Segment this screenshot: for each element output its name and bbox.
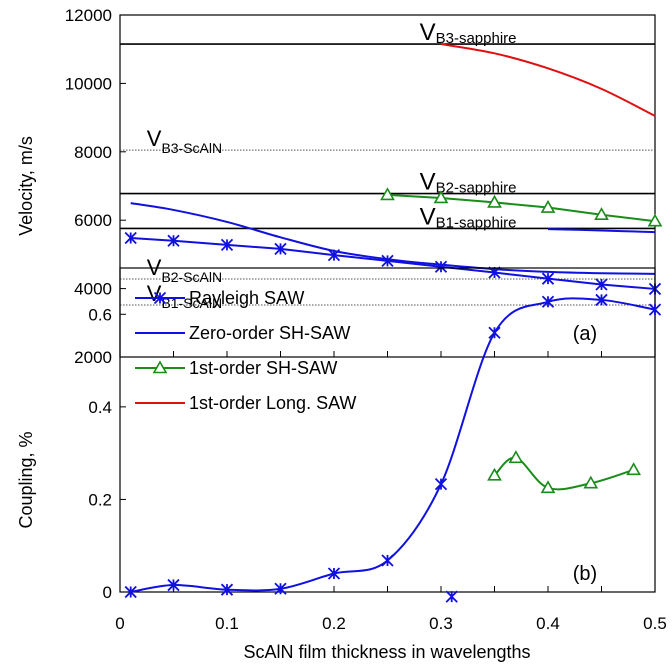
x-tick-label: 0.4 — [536, 614, 560, 633]
legend-marker — [153, 291, 167, 305]
velocity-series-line — [547, 228, 656, 234]
velocity-y-axis-label: Velocity, m/s — [16, 136, 36, 236]
coupling-y-tick-label: 0 — [103, 583, 112, 602]
coupling-data-point — [488, 326, 501, 339]
coupling-data-point — [583, 475, 599, 489]
coupling-data-point — [167, 578, 180, 592]
velocity-data-point — [647, 213, 663, 227]
velocity-y-tick-label: 4000 — [74, 280, 112, 299]
velocity-data-point — [380, 187, 395, 201]
coupling-y-tick-label: 0.2 — [88, 490, 112, 509]
x-tick-label: 0.1 — [215, 614, 239, 633]
coupling-data-point — [541, 295, 555, 308]
coupling-data-point — [540, 480, 556, 494]
velocity-y-tick-label: 6000 — [74, 211, 112, 230]
legend-label: 1st-order Long. SAW — [189, 393, 356, 413]
reference-line-label: VB2-sapphire — [420, 169, 517, 197]
coupling-data-point — [434, 478, 448, 491]
coupling-data-point — [487, 467, 502, 481]
velocity-series-line — [440, 43, 656, 117]
velocity-series-line — [130, 202, 656, 275]
coupling-data-point — [626, 462, 641, 476]
velocity-data-point — [124, 231, 137, 245]
legend-label: Rayleigh SAW — [189, 288, 304, 308]
velocity-series-line — [387, 193, 656, 223]
velocity-y-tick-label: 10000 — [65, 74, 112, 93]
x-axis-label: ScAlN film thickness in wavelengths — [243, 642, 530, 662]
reference-line-label: VB2-ScAlN — [147, 255, 222, 285]
velocity-data-point — [594, 207, 609, 221]
velocity-data-point — [167, 234, 180, 247]
velocity-data-point — [540, 199, 556, 213]
coupling-data-point — [381, 554, 394, 567]
x-tick-label: 0.2 — [322, 614, 346, 633]
coupling-y-axis-label: Coupling, % — [16, 431, 36, 528]
velocity-data-point — [274, 242, 287, 256]
coupling-y-tick-label: 0.6 — [88, 305, 112, 324]
velocity-data-point — [487, 194, 502, 208]
legend-label: Zero-order SH-SAW — [189, 323, 350, 343]
coupling-y-tick-label: 0.4 — [88, 398, 112, 417]
coupling-data-point — [595, 293, 608, 307]
x-tick-label: 0.5 — [643, 614, 667, 633]
velocity-y-tick-label: 8000 — [74, 143, 112, 162]
reference-line-label: VB3-ScAlN — [147, 126, 222, 156]
velocity-data-point — [220, 238, 234, 251]
legend-label: 1st-order SH-SAW — [189, 358, 337, 378]
coupling-data-point — [508, 450, 524, 464]
coupling-data-point — [220, 583, 234, 596]
velocity-data-point — [541, 272, 555, 285]
coupling-data-point — [648, 303, 662, 316]
velocity-data-point — [595, 278, 608, 291]
legend-marker — [152, 360, 168, 374]
coupling-series-line — [130, 297, 656, 593]
coupling-data-point — [327, 567, 341, 580]
reference-line-label: VB3-sapphire — [420, 19, 517, 47]
coupling-plot-frame — [119, 267, 656, 593]
coupling-panel: Coupling, % ScAlN film thickness in wave… — [16, 267, 667, 662]
coupling-data-point — [274, 582, 287, 595]
coupling-data-point — [445, 590, 458, 603]
reference-line-label: VB1-sapphire — [420, 203, 517, 231]
coupling-panel-label: (b) — [573, 563, 597, 585]
velocity-data-point — [381, 254, 394, 268]
velocity-y-tick-label: 2000 — [74, 348, 112, 367]
x-tick-label: 0 — [115, 614, 124, 633]
coupling-data-point — [124, 585, 137, 599]
x-tick-label: 0.3 — [429, 614, 453, 633]
velocity-data-point — [433, 190, 449, 204]
velocity-y-tick-label: 12000 — [65, 6, 112, 25]
velocity-panel-label: (a) — [573, 323, 597, 345]
velocity-data-point — [434, 260, 448, 273]
velocity-panel: Velocity, m/s (a) 2000 4000 6000 8000 10000 1… — [16, 6, 663, 367]
